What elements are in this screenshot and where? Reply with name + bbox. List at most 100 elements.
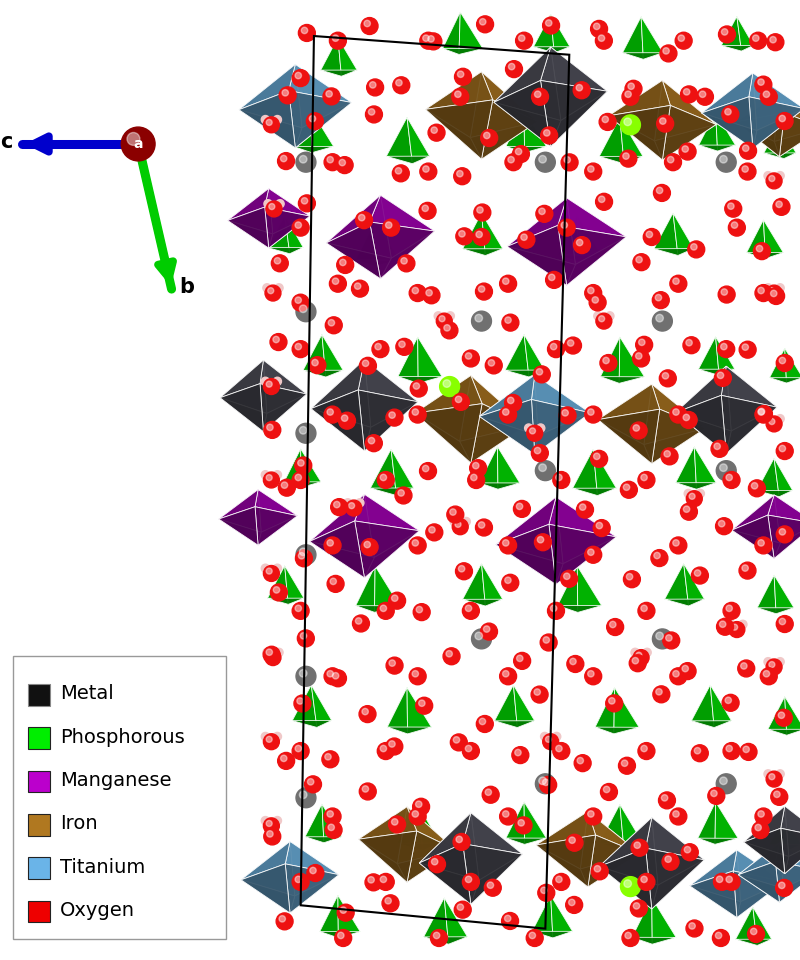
Circle shape: [538, 537, 544, 543]
Polygon shape: [785, 806, 800, 856]
Polygon shape: [239, 64, 295, 109]
Circle shape: [516, 33, 533, 49]
Circle shape: [722, 29, 728, 36]
Circle shape: [749, 480, 766, 496]
Circle shape: [537, 424, 545, 432]
Polygon shape: [326, 243, 391, 278]
Polygon shape: [415, 375, 482, 413]
Circle shape: [774, 791, 780, 798]
FancyBboxPatch shape: [13, 656, 226, 939]
Polygon shape: [738, 843, 783, 888]
Polygon shape: [479, 399, 534, 454]
Circle shape: [588, 549, 594, 556]
Polygon shape: [365, 359, 418, 427]
Polygon shape: [358, 806, 407, 864]
Polygon shape: [260, 384, 306, 432]
Polygon shape: [698, 802, 715, 844]
Circle shape: [535, 774, 555, 794]
Circle shape: [266, 119, 272, 126]
Circle shape: [579, 504, 586, 511]
Polygon shape: [471, 375, 527, 425]
Circle shape: [295, 745, 302, 752]
Circle shape: [452, 88, 469, 106]
Circle shape: [776, 658, 784, 666]
Circle shape: [457, 904, 463, 910]
Circle shape: [723, 874, 740, 890]
Polygon shape: [710, 684, 731, 728]
Polygon shape: [239, 64, 302, 128]
Polygon shape: [506, 802, 525, 845]
Circle shape: [708, 787, 725, 804]
Circle shape: [768, 288, 785, 304]
Circle shape: [534, 689, 541, 695]
Polygon shape: [267, 565, 288, 605]
Circle shape: [302, 27, 308, 34]
Circle shape: [462, 517, 470, 526]
Polygon shape: [599, 867, 658, 909]
Circle shape: [262, 115, 270, 124]
Polygon shape: [715, 112, 735, 151]
Polygon shape: [311, 359, 365, 409]
Circle shape: [656, 688, 662, 695]
Polygon shape: [632, 898, 652, 945]
Circle shape: [457, 171, 463, 177]
Circle shape: [754, 243, 770, 259]
Circle shape: [500, 808, 517, 825]
Polygon shape: [290, 875, 339, 913]
Circle shape: [263, 117, 279, 132]
Polygon shape: [698, 370, 735, 375]
Circle shape: [268, 288, 274, 294]
Text: b: b: [179, 277, 194, 297]
Circle shape: [295, 72, 302, 79]
Circle shape: [378, 743, 394, 759]
Circle shape: [298, 630, 314, 647]
Circle shape: [456, 228, 473, 245]
Circle shape: [521, 234, 527, 240]
Circle shape: [380, 605, 386, 612]
Circle shape: [398, 255, 415, 272]
Polygon shape: [381, 231, 434, 278]
Polygon shape: [550, 14, 570, 53]
Circle shape: [324, 808, 341, 825]
Circle shape: [566, 834, 583, 852]
Polygon shape: [785, 696, 800, 735]
Circle shape: [526, 929, 543, 947]
Polygon shape: [738, 843, 779, 875]
Polygon shape: [303, 334, 326, 377]
Polygon shape: [609, 116, 662, 160]
Circle shape: [779, 529, 786, 535]
Circle shape: [538, 156, 546, 163]
Circle shape: [602, 116, 609, 123]
Polygon shape: [494, 721, 534, 728]
Text: c: c: [0, 132, 12, 152]
Circle shape: [338, 932, 344, 939]
Polygon shape: [320, 896, 360, 931]
Circle shape: [654, 184, 670, 202]
Circle shape: [769, 419, 775, 424]
Circle shape: [398, 490, 404, 496]
Bar: [28, 728, 50, 749]
Circle shape: [281, 156, 287, 161]
Circle shape: [122, 127, 155, 161]
Circle shape: [659, 370, 676, 387]
Circle shape: [664, 450, 670, 457]
Circle shape: [569, 900, 575, 905]
Circle shape: [274, 115, 282, 124]
Circle shape: [380, 474, 386, 481]
Polygon shape: [482, 213, 502, 255]
Circle shape: [378, 471, 394, 489]
Circle shape: [502, 540, 509, 546]
Circle shape: [358, 214, 365, 221]
Circle shape: [439, 316, 445, 322]
Polygon shape: [267, 248, 303, 253]
Polygon shape: [479, 446, 498, 490]
Circle shape: [505, 915, 511, 922]
Polygon shape: [442, 12, 483, 49]
Circle shape: [476, 715, 494, 732]
Circle shape: [395, 168, 402, 174]
Polygon shape: [496, 524, 556, 585]
Circle shape: [279, 86, 296, 104]
Circle shape: [541, 732, 549, 741]
Circle shape: [312, 359, 318, 366]
Circle shape: [466, 745, 472, 752]
